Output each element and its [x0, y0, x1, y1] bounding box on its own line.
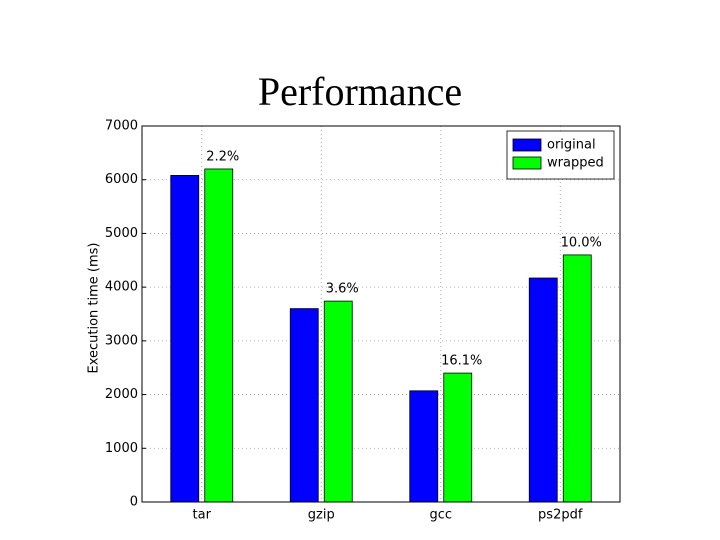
y-tick-label: 5000 [105, 226, 138, 241]
chart-title: Performance [258, 69, 462, 114]
x-tick-label: tar [193, 508, 212, 523]
x-tick-label: ps2pdf [538, 508, 583, 523]
legend-label: wrapped [547, 156, 604, 171]
bar [289, 308, 319, 503]
y-tick-label: 1000 [105, 441, 138, 456]
x-tick-label: gzip [308, 508, 335, 523]
x-tick-label: gcc [429, 508, 452, 523]
legend-label: original [547, 138, 596, 153]
legend-swatch [512, 156, 542, 170]
bar [562, 254, 592, 503]
bar [443, 372, 473, 503]
y-tick-label: 6000 [105, 172, 138, 187]
bar [204, 168, 234, 503]
y-tick-label: 2000 [105, 387, 138, 402]
bar [323, 300, 353, 503]
annotation: 3.6% [326, 282, 359, 297]
y-tick-label: 0 [130, 495, 138, 510]
y-tick-label: 4000 [105, 280, 138, 295]
annotation: 10.0% [561, 235, 602, 250]
y-tick-label: 3000 [105, 333, 138, 348]
y-tick-label: 7000 [105, 119, 138, 134]
bar [409, 390, 439, 503]
bar [528, 277, 558, 503]
bar [170, 175, 200, 503]
annotation: 2.2% [206, 149, 239, 164]
legend-swatch [512, 138, 542, 152]
annotation: 16.1% [441, 354, 482, 369]
y-axis-label: Execution time (ms) [87, 242, 102, 373]
plot-frame [141, 125, 621, 503]
